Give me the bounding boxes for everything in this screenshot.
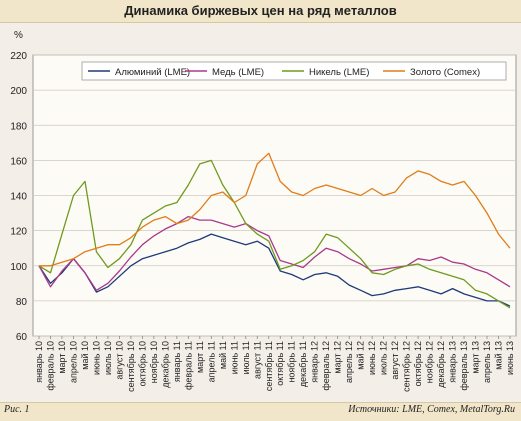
series-line (38, 233, 511, 307)
x-tick-label: март 12 (333, 341, 343, 374)
y-tick-label: 80 (16, 297, 28, 308)
series-line (38, 159, 511, 309)
x-tick-label: апрель 12 (344, 341, 354, 383)
y-tick-label: 200 (10, 86, 27, 97)
x-tick-label: декабрь 11 (298, 341, 308, 387)
y-tick-label: 160 (10, 156, 27, 167)
series-line (39, 152, 511, 267)
y-axis-label: % (14, 30, 23, 41)
x-tick-label: сентябрь 12 (402, 341, 412, 392)
x-tick-label: май 11 (218, 341, 228, 369)
x-tick-label: август 11 (252, 341, 262, 379)
x-tick-label: август 10 (114, 341, 124, 380)
x-tick-label: декабрь 12 (436, 341, 446, 388)
x-tick-label: июль 12 (379, 341, 389, 375)
y-tick-label: 120 (10, 227, 27, 238)
x-tick-label: ноябрь 12 (425, 341, 435, 383)
x-tick-label: январь 10 (34, 341, 44, 383)
source-note: Источники: LME, Comex, MetalTorg.Ru (348, 404, 515, 415)
x-tick-label: январь 12 (310, 341, 320, 383)
figure-label: Рис. 1 (4, 404, 30, 415)
x-tick-label: сентябрь 10 (126, 341, 136, 392)
x-tick-label: июль 11 (241, 341, 251, 374)
x-tick-label: октябрь 10 (137, 341, 147, 386)
y-tick-label: 100 (10, 262, 27, 273)
x-tick-label: февраль 13 (459, 341, 469, 391)
x-tick-label: апрель 11 (206, 341, 216, 382)
legend-label: Алюминий (LME) (115, 67, 190, 78)
x-tick-label: апрель 10 (68, 341, 78, 383)
x-tick-label: октябрь 11 (275, 341, 285, 386)
x-tick-label: февраль 10 (45, 341, 55, 391)
x-tick-label: июнь 11 (229, 341, 239, 374)
series-line (38, 215, 511, 291)
x-tick-label: февраль 12 (321, 341, 331, 391)
x-tick-label: июнь 10 (91, 341, 101, 375)
x-tick-label: сентябрь 11 (264, 341, 274, 391)
x-tick-label: февраль 11 (183, 341, 193, 390)
footer-bar (0, 402, 521, 421)
y-tick-label: 220 (10, 51, 27, 62)
x-tick-label: март 10 (57, 341, 67, 374)
title-bar (0, 0, 521, 23)
y-tick-label: 60 (16, 332, 28, 343)
chart-title: Динамика биржевых цен на ряд металлов (124, 3, 397, 18)
y-tick-label: 180 (10, 121, 27, 132)
x-tick-label: март 11 (195, 341, 205, 373)
x-tick-label: апрель 13 (482, 341, 492, 383)
y-tick-label: 140 (10, 192, 27, 203)
x-tick-label: март 13 (471, 341, 481, 374)
x-tick-label: май 10 (80, 341, 90, 370)
x-tick-label: июнь 13 (505, 341, 515, 375)
x-tick-label: май 13 (494, 341, 504, 370)
x-tick-label: ноябрь 10 (149, 341, 159, 383)
x-tick-label: июль 10 (103, 341, 113, 375)
x-tick-label: ноябрь 11 (287, 341, 297, 383)
legend-label: Медь (LME) (212, 67, 264, 78)
x-tick-label: октябрь 12 (413, 341, 423, 386)
x-tick-label: январь 11 (172, 341, 182, 382)
x-tick-label: август 12 (390, 341, 400, 380)
x-tick-label: декабрь 10 (160, 341, 170, 388)
legend-label: Золото (Comex) (410, 67, 480, 78)
legend-label: Никель (LME) (309, 67, 369, 78)
x-tick-label: май 12 (356, 341, 366, 370)
x-tick-label: январь 13 (448, 341, 458, 383)
x-tick-label: июнь 12 (367, 341, 377, 375)
